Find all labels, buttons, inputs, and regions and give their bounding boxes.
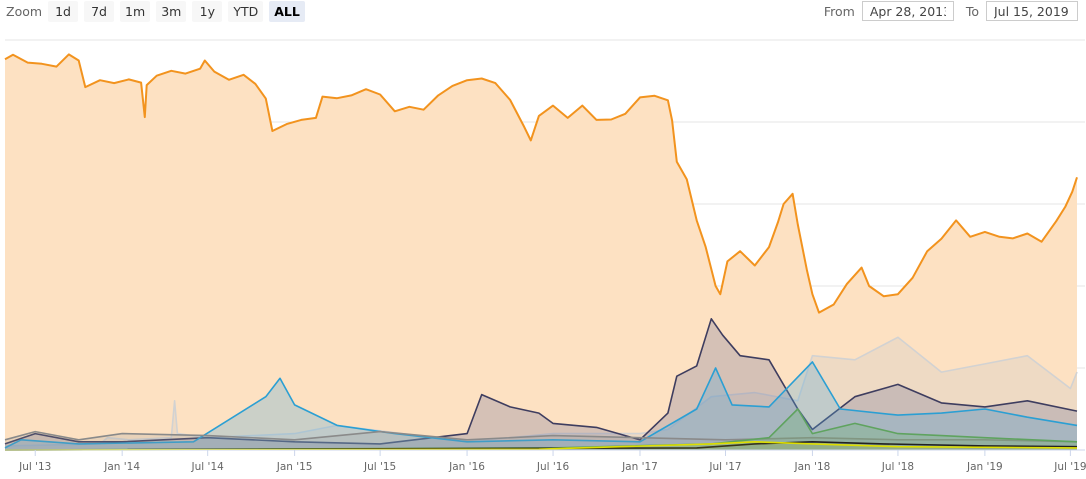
- from-date-input[interactable]: [861, 1, 954, 21]
- to-label: To: [965, 3, 979, 19]
- zoom-3m-button[interactable]: 3m: [156, 0, 187, 22]
- series-line-7[interactable]: [4, 441, 1078, 451]
- x-tick-label: Jul '16: [536, 461, 570, 473]
- series-line-3[interactable]: [4, 361, 1078, 449]
- x-tick-label: Jul '19: [1053, 461, 1086, 473]
- series-line-4[interactable]: [4, 430, 1078, 443]
- series-line-0[interactable]: [4, 53, 1078, 314]
- x-tick-label: Jan '16: [448, 461, 485, 473]
- x-tick-label: Jan '19: [966, 461, 1003, 473]
- x-tick-label: Jul '17: [708, 461, 741, 473]
- series-line-6[interactable]: [4, 441, 1078, 451]
- series-area-5: [5, 409, 1077, 450]
- zoom-all-button[interactable]: ALL: [269, 0, 305, 22]
- x-tick-label: Jan '17: [621, 461, 658, 473]
- zoom-bar: Zoom 1d 7d 1m 3m 1y YTD ALL: [6, 0, 311, 22]
- to-date-input[interactable]: [986, 1, 1078, 21]
- series-line-2[interactable]: [4, 318, 1078, 445]
- x-tick-label: Jan '14: [103, 461, 140, 473]
- zoom-1y-button[interactable]: 1y: [192, 0, 223, 22]
- series-line-1[interactable]: [4, 336, 1078, 447]
- zoom-1d-button[interactable]: 1d: [48, 0, 79, 22]
- x-tick-label: Jul '18: [881, 461, 914, 473]
- from-label: From: [823, 3, 855, 19]
- x-axis: Jul '13 Jan '14 Jul '14 Jan '15 Jul '15 Jan '…: [5, 449, 1086, 473]
- series-area-1: [5, 337, 1077, 450]
- series-area-0: [5, 54, 1077, 451]
- date-range-selector: From To: [824, 0, 1078, 22]
- zoom-ytd-button[interactable]: YTD: [228, 0, 264, 22]
- chart-series[interactable]: [4, 53, 1078, 451]
- x-tick-label: Jan '15: [276, 461, 313, 473]
- x-tick-label: Jul '13: [18, 461, 51, 473]
- x-tick-label: Jan '18: [794, 461, 831, 473]
- zoom-label: Zoom: [6, 3, 43, 19]
- x-tick-label: Jul '15: [363, 461, 396, 473]
- x-tick-label: Jul '14: [191, 461, 225, 473]
- zoom-1m-button[interactable]: 1m: [120, 0, 151, 22]
- series-area-4: [5, 431, 1077, 450]
- zoom-7d-button[interactable]: 7d: [84, 0, 115, 22]
